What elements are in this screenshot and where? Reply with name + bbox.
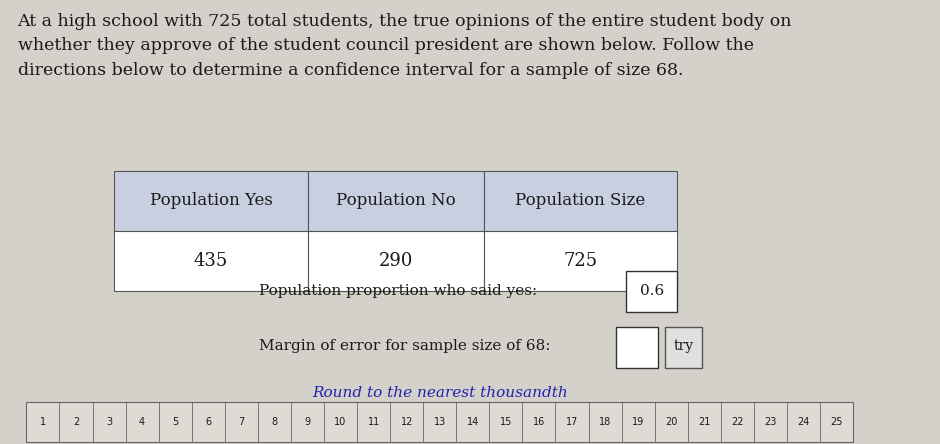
FancyBboxPatch shape [115,231,307,291]
Text: 1: 1 [39,417,46,427]
Text: 17: 17 [566,417,578,427]
FancyBboxPatch shape [665,327,702,368]
Text: 20: 20 [665,417,678,427]
Text: 5: 5 [172,417,179,427]
FancyBboxPatch shape [307,231,484,291]
Text: 19: 19 [632,417,644,427]
Text: Population Yes: Population Yes [149,192,273,210]
Text: Population proportion who said yes:: Population proportion who said yes: [259,284,538,298]
FancyBboxPatch shape [484,171,677,231]
Text: 4: 4 [139,417,145,427]
Text: 3: 3 [106,417,112,427]
FancyBboxPatch shape [115,171,307,231]
Text: 435: 435 [194,252,228,270]
Text: At a high school with 725 total students, the true opinions of the entire studen: At a high school with 725 total students… [18,13,792,79]
FancyBboxPatch shape [626,271,677,312]
Text: 725: 725 [563,252,598,270]
Text: 9: 9 [305,417,310,427]
Text: Margin of error for sample size of 68:: Margin of error for sample size of 68: [259,339,551,353]
Text: 23: 23 [764,417,776,427]
Text: 7: 7 [238,417,244,427]
Text: Population No: Population No [336,192,456,210]
Text: try: try [673,339,694,353]
Text: 290: 290 [379,252,413,270]
Text: 11: 11 [368,417,380,427]
Text: 6: 6 [205,417,212,427]
Text: 2: 2 [73,417,79,427]
Text: 21: 21 [698,417,711,427]
Text: 24: 24 [797,417,809,427]
Text: 10: 10 [335,417,347,427]
FancyBboxPatch shape [307,171,484,231]
Text: 14: 14 [466,417,478,427]
FancyBboxPatch shape [484,231,677,291]
FancyBboxPatch shape [26,402,853,442]
Text: 0.6: 0.6 [639,284,664,298]
Text: 25: 25 [830,417,843,427]
Text: 15: 15 [500,417,512,427]
Text: 22: 22 [731,417,744,427]
FancyBboxPatch shape [616,327,658,368]
Text: Population Size: Population Size [515,192,646,210]
Text: Round to the nearest thousandth: Round to the nearest thousandth [312,386,568,400]
Text: 8: 8 [272,417,277,427]
Text: 12: 12 [400,417,413,427]
Text: 18: 18 [599,417,611,427]
Text: 13: 13 [433,417,446,427]
Text: 16: 16 [533,417,545,427]
